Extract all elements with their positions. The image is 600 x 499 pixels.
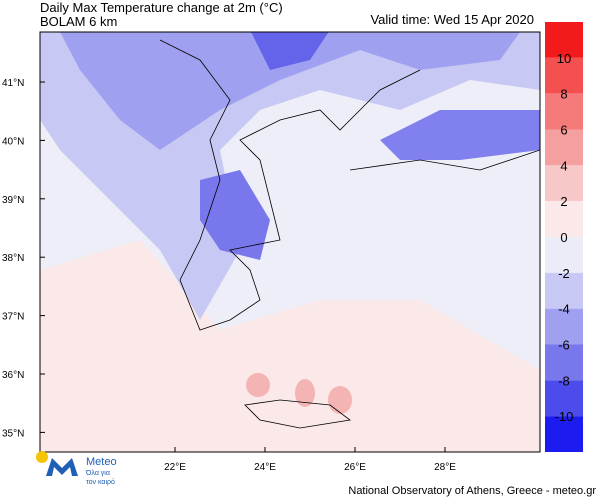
colorbar-label: -10 [555, 409, 574, 424]
footer: National Observatory of Athens, Greece -… [348, 485, 596, 497]
colorbar-label: 10 [557, 51, 571, 66]
colorbar-label: 8 [560, 87, 567, 102]
warm-spot [295, 379, 315, 407]
lon-label: 24°E [254, 462, 276, 473]
lat-label: 40°N [2, 136, 24, 147]
colorbar-label: -8 [558, 373, 570, 388]
colorbar-label: -6 [558, 338, 570, 353]
lat-label: 36°N [2, 370, 24, 381]
lat-label: 41°N [2, 78, 24, 89]
logo: Meteo Όλα για τον καιρό [36, 451, 117, 486]
title: Daily Max Temperature change at 2m (°C) [40, 0, 283, 15]
colorbar-box [545, 344, 583, 381]
lat-label: 35°N [2, 428, 24, 439]
colorbar-label: -4 [558, 302, 570, 317]
coastline [244, 399, 351, 429]
lon-label: 28°E [434, 462, 456, 473]
colorbar-box [545, 416, 583, 452]
colorbar-box [545, 93, 583, 130]
colorbar-label: 6 [560, 123, 567, 138]
colorbar-label: 4 [560, 158, 567, 173]
colorbar-label: 2 [560, 194, 567, 209]
logo-sun [36, 451, 48, 463]
cold-area [60, 32, 520, 150]
colorbar-box [545, 308, 583, 345]
cold-area [380, 110, 540, 160]
colorbar-box [545, 129, 583, 166]
lat-label: 38°N [2, 253, 24, 264]
colorbar-box [545, 57, 583, 94]
warm-area [40, 240, 540, 452]
colorbar-box [545, 22, 583, 58]
colorbar-label: 0 [560, 230, 567, 245]
lat-label: 39°N [2, 195, 24, 206]
colorbar-box [545, 237, 583, 273]
colorbar-box [545, 272, 583, 309]
lon-label: 22°E [164, 462, 186, 473]
lon-label: 26°E [344, 462, 366, 473]
colorbar-box [545, 165, 583, 202]
subtitle: BOLAM 6 km [40, 14, 117, 29]
colorbar-box [545, 201, 583, 237]
cold-area [251, 32, 329, 70]
logo-name: Meteo [86, 456, 117, 468]
lat-label: 37°N [2, 312, 24, 323]
logo-tagline: τον καιρό [86, 478, 115, 486]
logo-mark [46, 458, 78, 476]
coastline [159, 39, 421, 331]
cold-area [200, 170, 270, 260]
coastline [349, 149, 540, 171]
colorbar-box [545, 380, 583, 417]
map [39, 31, 541, 453]
valid-time: Valid time: Wed 15 Apr 2020 [370, 12, 534, 27]
map-frame [39, 31, 541, 453]
colorbar-label: -2 [558, 266, 570, 281]
logo-tagline: Όλα για [85, 470, 110, 477]
warm-spot [246, 373, 270, 397]
warm-spot [328, 386, 352, 414]
